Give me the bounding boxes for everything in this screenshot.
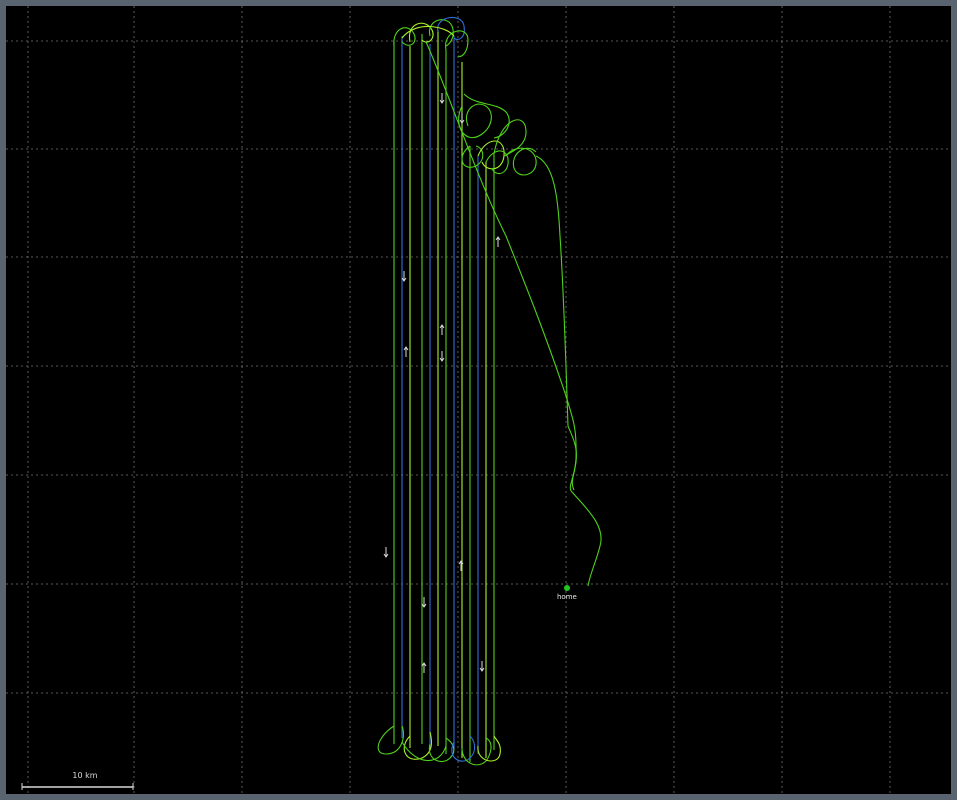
direction-arrow-icon — [459, 113, 465, 124]
direction-arrow-icon — [439, 351, 445, 362]
direction-arrows — [383, 93, 501, 673]
arrow-head — [495, 236, 501, 241]
arrow-head — [479, 667, 485, 672]
track-segment — [477, 735, 501, 762]
direction-arrow-icon — [439, 324, 445, 335]
track-segment — [377, 725, 404, 755]
track-segment — [403, 731, 433, 760]
track-segment — [409, 22, 434, 43]
track-segment — [401, 741, 447, 762]
track-segment — [393, 27, 416, 47]
direction-arrow-icon — [439, 93, 445, 104]
track-segment — [451, 735, 476, 762]
track-segment — [428, 737, 455, 762]
arrow-head — [421, 662, 427, 667]
track-segment — [461, 737, 492, 766]
home-marker[interactable] — [564, 585, 570, 591]
direction-arrow-icon — [401, 271, 407, 282]
arrow-head — [439, 357, 445, 362]
arrow-head — [383, 553, 389, 558]
arrow-head — [403, 346, 409, 351]
track-segment — [437, 16, 465, 41]
track-segment — [485, 150, 509, 175]
arrow-head — [439, 324, 445, 329]
track-segment — [429, 19, 454, 47]
flight-track — [377, 16, 602, 766]
track-segment — [535, 155, 569, 427]
direction-arrow-icon — [495, 236, 501, 247]
track-segment — [425, 41, 577, 447]
track-segment — [493, 119, 527, 157]
home-label: home — [557, 593, 577, 601]
arrow-head — [439, 99, 445, 104]
track-segment — [505, 147, 537, 176]
arrow-head — [401, 277, 407, 282]
arrow-head — [458, 560, 464, 565]
map-view[interactable]: home 10 km — [6, 6, 951, 794]
track-segment — [567, 425, 577, 491]
arrow-head — [421, 603, 427, 608]
arrow-head — [459, 119, 465, 124]
direction-arrow-icon — [421, 662, 427, 673]
map-canvas[interactable] — [6, 6, 951, 794]
track-segment — [463, 93, 510, 139]
scale-bar — [21, 783, 134, 790]
direction-arrow-icon — [479, 661, 485, 672]
direction-arrow-icon — [458, 560, 464, 571]
track-segment — [401, 25, 455, 39]
direction-arrow-icon — [383, 547, 389, 558]
track-segment — [445, 30, 469, 57]
scale-label: 10 km — [72, 771, 98, 780]
direction-arrow-icon — [403, 346, 409, 357]
direction-arrow-icon — [421, 597, 427, 608]
map-grid — [6, 6, 951, 794]
